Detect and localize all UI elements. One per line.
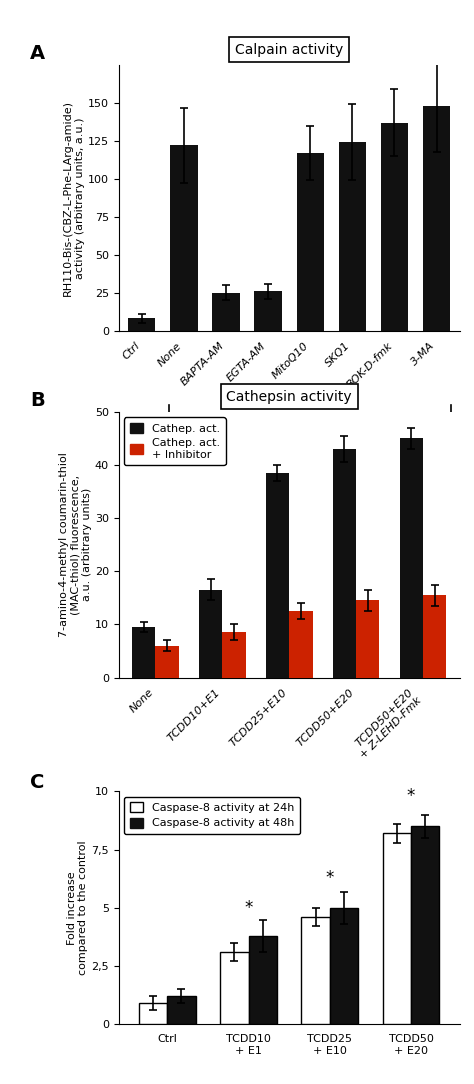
Bar [220,952,248,1024]
Bar [155,646,179,678]
Bar [128,319,155,331]
Bar [423,595,447,678]
Bar [212,293,240,331]
Bar [338,142,366,331]
Y-axis label: Fold increase
compared to the control: Fold increase compared to the control [67,840,88,976]
Legend: Cathep. act., Cathep. act.
+ Inhibitor: Cathep. act., Cathep. act. + Inhibitor [124,417,226,465]
Bar [266,473,289,678]
Bar [139,1004,167,1024]
Bar [411,826,439,1024]
Text: *: * [326,869,334,887]
Bar [383,834,411,1024]
Text: *: * [407,787,415,805]
Bar [333,449,356,678]
Text: C: C [30,773,44,791]
Bar [381,122,408,331]
Bar [330,908,358,1024]
Bar [301,917,330,1024]
Bar [167,996,196,1024]
Bar [423,106,450,331]
Bar [132,627,155,678]
Y-axis label: 7-amino-4-methyl coumarin-thiol
(MAC-thiol) fluorescence,
a.u. (arbitrary units): 7-amino-4-methyl coumarin-thiol (MAC-thi… [59,452,92,637]
Bar [297,153,324,331]
Title: Cathepsin activity: Cathepsin activity [226,390,352,404]
Bar [255,292,282,331]
Bar [199,590,222,678]
Text: B: B [30,390,45,410]
Bar [289,611,312,678]
Legend: Caspase-8 activity at 24h, Caspase-8 activity at 48h: Caspase-8 activity at 24h, Caspase-8 act… [124,797,300,834]
Bar [356,601,380,678]
Bar [222,632,246,678]
Bar [170,145,198,331]
Y-axis label: RH110-Bis-(CBZ-L-Phe-LArg-amide)
activity (arbitrary units, a.u.): RH110-Bis-(CBZ-L-Phe-LArg-amide) activit… [63,100,85,296]
Title: Calpain activity: Calpain activity [235,43,343,57]
Text: *: * [244,899,253,917]
Bar [400,438,423,678]
Text: A: A [30,43,45,63]
Text: TCDD50 + E20: TCDD50 + E20 [269,426,351,436]
Bar [248,935,277,1024]
